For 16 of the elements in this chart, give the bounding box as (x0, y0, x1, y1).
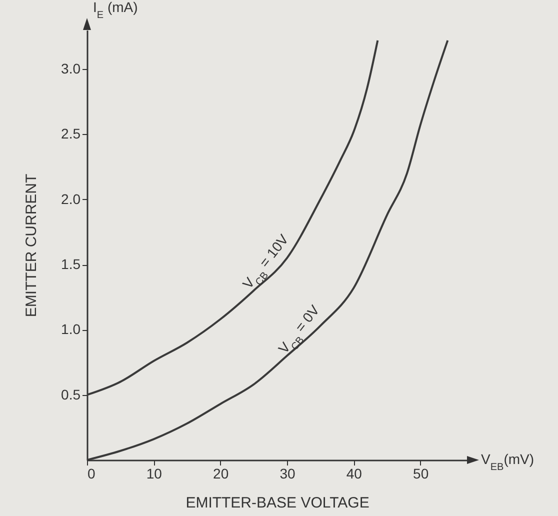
y-tick-label: 1.0 (61, 321, 81, 338)
x-tick-label: 10 (146, 466, 162, 482)
y-tick-label: 2.0 (61, 190, 81, 207)
x-tick-label: 0 (88, 466, 96, 482)
y-axis-title: EMITTER CURRENT (23, 174, 40, 318)
x-tick-label: 50 (413, 466, 429, 482)
x-tick-label: 40 (346, 466, 362, 482)
text: I$_{E}$ (mA) (93, 0, 138, 20)
y-tick-label: 1.5 (61, 256, 81, 272)
x-tick-label: 20 (213, 466, 229, 482)
text: V$_{EB}$(mV) (481, 451, 534, 472)
y-tick-label: 0.5 (61, 386, 81, 402)
y-tick-label: 3.0 (61, 60, 81, 77)
y-tick-label: 2.5 (61, 126, 81, 142)
x-axis-title: EMITTER-BASE VOLTAGE (186, 494, 370, 512)
x-tick-label: 30 (280, 466, 296, 482)
